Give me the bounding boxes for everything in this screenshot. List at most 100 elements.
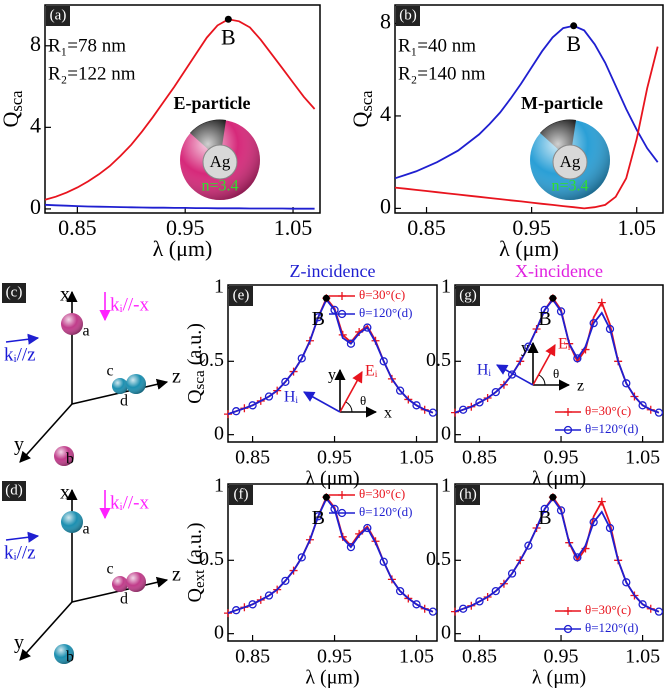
- marker: [395, 386, 405, 395]
- y-tick-label: 1: [214, 475, 224, 497]
- y-label-main: Q: [184, 389, 206, 404]
- x-tick-label: 0.85: [462, 646, 497, 668]
- series-line: [44, 18, 316, 201]
- point-b: [224, 15, 232, 23]
- marker: [573, 354, 582, 363]
- note: R₂=140 nm: [398, 63, 486, 84]
- x-tick-label: 1.05: [625, 447, 660, 469]
- marker: [379, 357, 388, 366]
- point-b: [549, 493, 557, 501]
- marker: [507, 569, 517, 578]
- x-tick-label: 1.05: [399, 447, 434, 469]
- marker: [281, 377, 290, 386]
- x-tick-label: 0.95: [512, 215, 551, 240]
- point-label: B: [312, 308, 325, 330]
- marker: [475, 398, 484, 407]
- sphere-label: b: [66, 649, 74, 666]
- legend-label: θ=30°(c): [585, 403, 631, 418]
- plot-frame: [454, 483, 664, 642]
- x-tick-label: 0.95: [317, 646, 352, 668]
- legend-marker: [338, 491, 346, 499]
- panel-label-bg: [229, 485, 253, 505]
- x-axis-label: λ (μm): [532, 667, 586, 689]
- y-tick-label: 0: [380, 193, 391, 218]
- y-tick-label: 0.5: [199, 349, 224, 371]
- y-label-main: Q: [0, 111, 23, 127]
- k-label: kᵢ//-x: [110, 492, 149, 513]
- axis-label: z: [172, 564, 181, 586]
- legend-label: θ=30°(c): [359, 287, 405, 302]
- marker: [395, 586, 405, 596]
- series-line: [454, 495, 660, 613]
- panel-label: (f): [234, 486, 249, 502]
- inset-label: θ: [553, 366, 559, 381]
- sphere-shade: [112, 378, 128, 394]
- marker: [346, 542, 356, 552]
- sphere-shade: [61, 511, 83, 533]
- marker: [232, 606, 241, 615]
- legend-label: θ=30°(c): [359, 486, 405, 501]
- y-label-main: Q: [348, 111, 373, 127]
- marker: [556, 307, 566, 316]
- y-axis-label: Qsca: [348, 90, 376, 128]
- panel-label-bg: [396, 6, 420, 26]
- axis-y: [19, 403, 73, 463]
- inset-label: z: [577, 378, 584, 395]
- legend-marker: [564, 408, 572, 416]
- sphere-label: c: [106, 561, 113, 578]
- x-tick-label: 1.05: [625, 646, 660, 668]
- y-label-sub: ext: [192, 569, 208, 588]
- marker: [346, 339, 356, 348]
- y-label-unit: (a.u.): [184, 523, 206, 570]
- marker: [264, 591, 274, 600]
- marker: [412, 401, 421, 410]
- marker: [459, 405, 468, 414]
- panel-label-bg: [456, 485, 480, 505]
- y-axis-label: Qext (a.u.): [184, 523, 209, 603]
- panel-label: (d): [5, 482, 23, 498]
- axis-label: x: [60, 482, 70, 504]
- sphere-shade: [54, 644, 74, 664]
- y-tick-label: 8: [30, 31, 41, 56]
- y-tick-label: 4: [30, 112, 41, 137]
- sphere-label: b: [66, 451, 74, 468]
- particle-name: M-particle: [521, 93, 603, 113]
- plot-frame: [44, 4, 321, 214]
- y-tick-label: 1: [441, 276, 451, 298]
- x-tick-label: 0.95: [544, 646, 579, 668]
- legend-marker: [337, 309, 347, 319]
- legend-label: θ=120°(d): [585, 620, 638, 635]
- x-axis-label: λ (μm): [153, 236, 213, 261]
- sphere-shade: [126, 374, 146, 394]
- sphere-shade: [61, 313, 83, 335]
- x-tick-label: 0.95: [317, 447, 352, 469]
- inset-angle: [345, 401, 353, 413]
- marker: [428, 408, 438, 417]
- axis-label: y: [14, 434, 24, 456]
- sphere-label: a: [82, 323, 89, 340]
- inset-e: [532, 344, 556, 386]
- marker: [638, 600, 647, 609]
- y-axis-label: Qsca (a.u.): [184, 323, 209, 404]
- note: R₁=78 nm: [48, 35, 126, 56]
- legend-marker: [564, 607, 572, 615]
- point-b: [549, 294, 557, 302]
- y-tick-label: 0: [441, 422, 451, 444]
- panel-label-bg: [46, 6, 70, 26]
- x-tick-label: 0.85: [235, 447, 270, 469]
- x-tick-label: 0.85: [462, 447, 497, 469]
- inset-label: Hᵢ: [477, 362, 492, 379]
- series-line: [44, 203, 315, 210]
- inset-label: Eᵢ: [365, 363, 378, 380]
- marker: [573, 553, 582, 562]
- series-line: [454, 296, 660, 414]
- point-label: B: [221, 24, 236, 49]
- panel-label: (g): [459, 287, 477, 303]
- marker: [556, 506, 566, 515]
- panel-title: X-incidence: [515, 261, 603, 281]
- marker: [248, 600, 257, 609]
- series-line: [454, 298, 660, 414]
- sphere-label: c: [106, 363, 113, 380]
- marker: [638, 401, 647, 410]
